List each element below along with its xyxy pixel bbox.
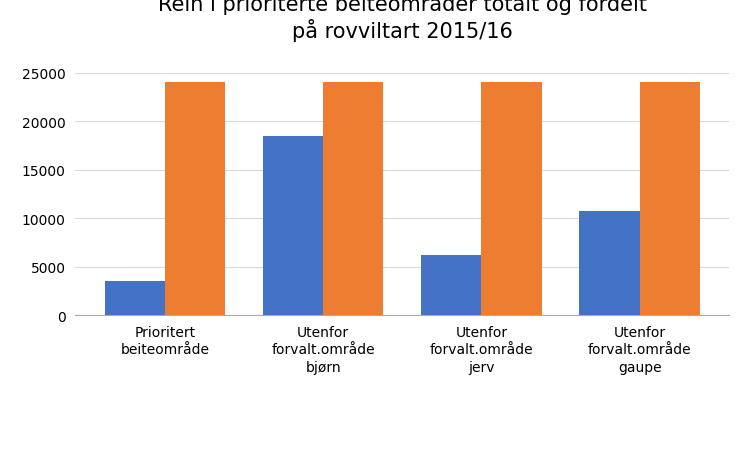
Bar <box>323 83 384 316</box>
Bar <box>421 256 481 316</box>
Bar <box>105 282 165 316</box>
Bar <box>580 211 640 316</box>
Bar <box>263 137 323 316</box>
Bar <box>481 83 541 316</box>
Bar <box>640 83 699 316</box>
Title: Rein i prioriterte beiteområder totalt og fordelt
på rovviltart 2015/16: Rein i prioriterte beiteområder totalt o… <box>158 0 647 41</box>
Bar <box>165 83 225 316</box>
